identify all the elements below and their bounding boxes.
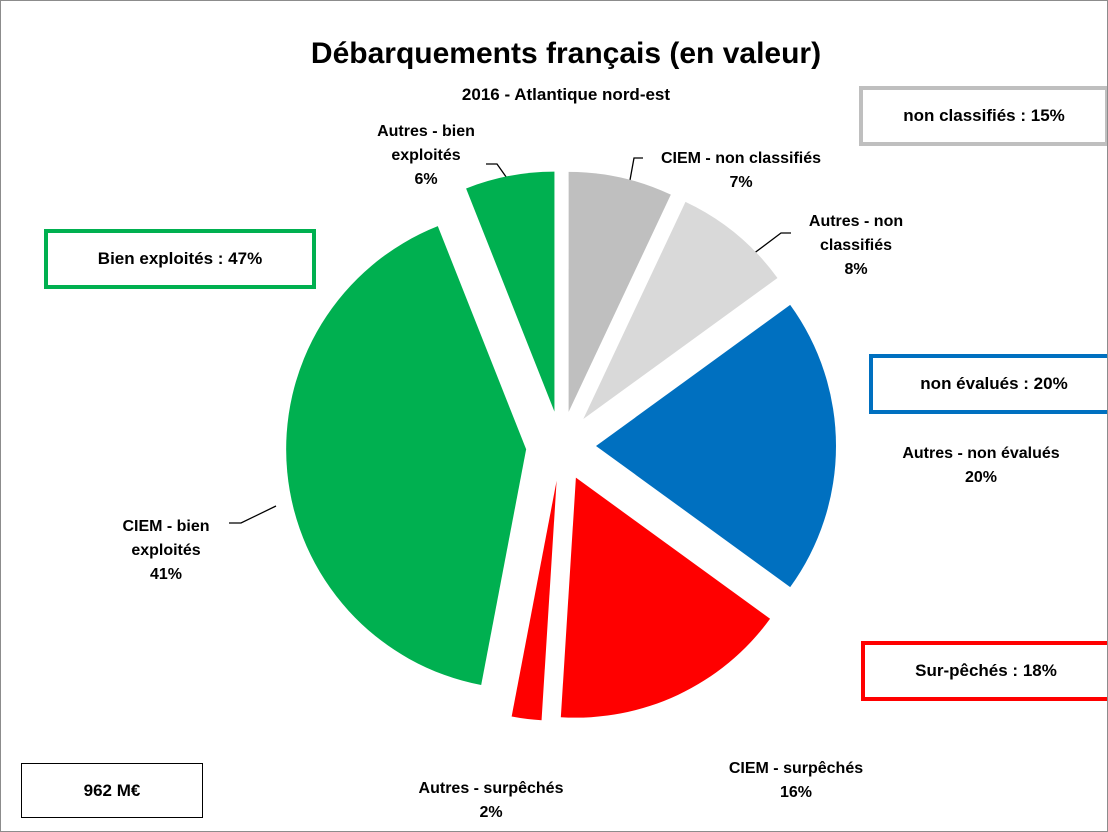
data-label: CIEM - surpêchés 16%	[686, 757, 906, 805]
annotation-box: non évalués : 20%	[869, 354, 1107, 414]
leader-line	[229, 505, 277, 524]
pie-slice	[286, 226, 527, 686]
pie-slice	[568, 171, 671, 412]
slice-value: 8%	[844, 261, 868, 278]
pie-slice	[596, 304, 836, 588]
slice-category: Autres - surpêchés	[418, 780, 564, 797]
annotation-box: 962 M€	[21, 763, 203, 818]
data-label: Autres - surpêchés 2%	[381, 777, 601, 825]
pie-slice	[583, 201, 778, 420]
data-label: CIEM - non classifiés 7%	[626, 147, 856, 195]
annotation-box: Sur-pêchés : 18%	[861, 641, 1107, 701]
slice-value: 2%	[479, 804, 503, 821]
chart-title: Débarquements français (en valeur)	[310, 37, 822, 70]
slice-category: Autres - bien exploités	[377, 123, 475, 164]
data-label: Autres - bien exploités 6%	[366, 120, 486, 192]
slice-category: CIEM - bien exploités	[122, 518, 210, 559]
slice-category: CIEM - surpêchés	[728, 760, 864, 777]
slice-value: 20%	[964, 469, 998, 486]
pie-slice	[511, 480, 557, 721]
annotation-box: non classifiés : 15%	[859, 86, 1107, 146]
data-label: Autres - non classifiés 8%	[781, 210, 931, 282]
slice-category: Autres - non classifiés	[808, 213, 904, 254]
pie-slice	[466, 171, 555, 412]
slice-category: CIEM - non classifiés	[660, 150, 822, 167]
data-label: Autres - non évalués 20%	[871, 442, 1091, 490]
data-label: CIEM - bien exploités 41%	[106, 515, 226, 587]
annotation-box: Bien exploités : 47%	[44, 229, 316, 289]
slice-value: 6%	[414, 171, 438, 188]
slice-value: 41%	[149, 566, 183, 583]
chart-subtitle: 2016 - Atlantique nord-est	[461, 85, 671, 104]
slice-value: 7%	[729, 174, 753, 191]
pie-slice	[560, 477, 771, 718]
slice-value: 16%	[779, 784, 813, 801]
slice-category: Autres - non évalués	[902, 445, 1060, 462]
